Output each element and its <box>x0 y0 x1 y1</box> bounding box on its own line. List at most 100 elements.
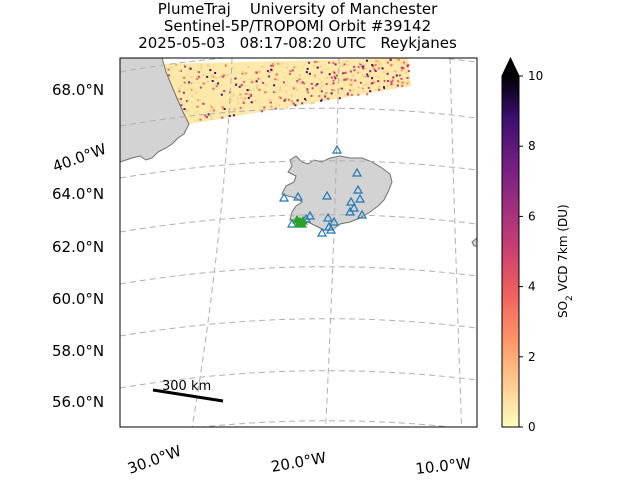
swath-cell <box>339 89 342 92</box>
swath-cell <box>377 76 380 78</box>
swath-cell <box>246 89 249 92</box>
swath-cell <box>335 74 338 77</box>
swath-cell <box>186 100 188 102</box>
swath-cell <box>209 104 212 107</box>
swath-cell <box>395 69 398 72</box>
swath-cell <box>401 62 404 65</box>
swath-cell <box>230 101 233 103</box>
swath-cell <box>180 85 183 87</box>
swath-cell <box>189 67 192 70</box>
swath-cell <box>349 69 352 72</box>
swath-cell <box>340 87 343 90</box>
swath-cell <box>364 74 367 77</box>
lon-label-40w: 40.0°W <box>50 140 109 176</box>
swath-cell <box>199 118 202 121</box>
swath-cell <box>391 79 394 82</box>
swath-cell <box>202 82 205 85</box>
swath-cell <box>178 90 181 93</box>
lat-label-60: 60.0°N <box>52 290 104 308</box>
swath-cell <box>264 76 267 79</box>
swath-cell <box>351 79 354 82</box>
swath-cell <box>264 83 267 86</box>
swath-cell <box>303 82 306 85</box>
swath-cell <box>270 64 273 67</box>
swath-cell <box>405 82 408 85</box>
swath-cell <box>253 77 256 80</box>
swath-cell <box>390 70 393 73</box>
swath-cell <box>407 70 410 72</box>
grid-line <box>120 107 477 127</box>
swath-cell <box>330 76 333 79</box>
swath-cell <box>320 90 323 93</box>
swath-cell <box>313 74 316 77</box>
swath-cell <box>212 75 215 78</box>
swath-cell <box>379 66 382 69</box>
swath-cell <box>397 82 400 85</box>
swath-cell <box>291 69 294 72</box>
swath-cell <box>320 98 323 101</box>
swath-cell <box>338 62 341 65</box>
swath-cell <box>335 93 338 96</box>
swath-cell <box>240 96 243 99</box>
swath-cell <box>312 86 315 89</box>
colorbar-tick-label: 0 <box>528 420 536 434</box>
swath-cell <box>301 67 304 70</box>
map-area <box>120 58 477 427</box>
swath-cell <box>189 76 192 79</box>
swath-cell <box>321 81 323 84</box>
swath-cell <box>205 87 208 90</box>
swath-cell <box>287 75 290 78</box>
swath-cell <box>204 114 207 117</box>
swath-cell <box>175 63 178 66</box>
swath-cell <box>273 84 276 87</box>
colorbar-tick-label: 2 <box>528 350 536 364</box>
swath-cell <box>302 96 305 99</box>
swath-cell <box>226 74 229 77</box>
volcano-marker <box>296 218 308 228</box>
swath-cell <box>335 70 338 73</box>
swath-cell <box>334 77 337 80</box>
swath-cell <box>348 91 351 93</box>
swath-cell <box>368 80 371 83</box>
swath-cell <box>223 90 226 92</box>
swath-cell <box>344 71 347 74</box>
grid-line <box>197 420 456 427</box>
swath-cell <box>390 83 393 86</box>
swath-cell <box>319 87 322 89</box>
grid-line <box>120 318 477 337</box>
swath-cell <box>184 65 187 68</box>
swath-cell <box>191 100 194 103</box>
volcano-marker <box>344 206 356 216</box>
swath-cell <box>380 62 383 65</box>
swath-cell <box>328 61 331 64</box>
swath-cell <box>298 74 301 77</box>
swath-cell <box>343 61 346 64</box>
swath-cell <box>359 62 362 65</box>
swath-cell <box>359 65 362 68</box>
swath-cell <box>186 87 189 90</box>
swath-cell <box>390 64 393 67</box>
swath-cell <box>342 80 345 83</box>
swath-cell <box>322 68 325 71</box>
swath-cell <box>308 72 311 75</box>
swath-cell <box>226 115 229 118</box>
swath-cell <box>289 70 292 73</box>
swath-cell <box>209 69 212 72</box>
swath-cell <box>339 87 342 90</box>
swath-cell <box>324 95 327 98</box>
swath-cell <box>319 65 322 68</box>
swath-cell <box>285 66 288 69</box>
swath-cell <box>402 70 405 73</box>
swath-cell <box>243 80 246 83</box>
volcano-marker <box>345 196 357 206</box>
swath-cell <box>236 97 239 100</box>
swath-cell <box>190 82 193 85</box>
swath-cell <box>357 93 360 96</box>
swath-cell <box>263 106 266 109</box>
lon-label-20w: 20.0°W <box>270 449 328 476</box>
swath-cell <box>372 79 375 82</box>
swath-cell <box>259 78 262 81</box>
swath-cell <box>203 86 206 89</box>
swath-cell <box>406 77 409 79</box>
swath-cell <box>366 93 369 96</box>
